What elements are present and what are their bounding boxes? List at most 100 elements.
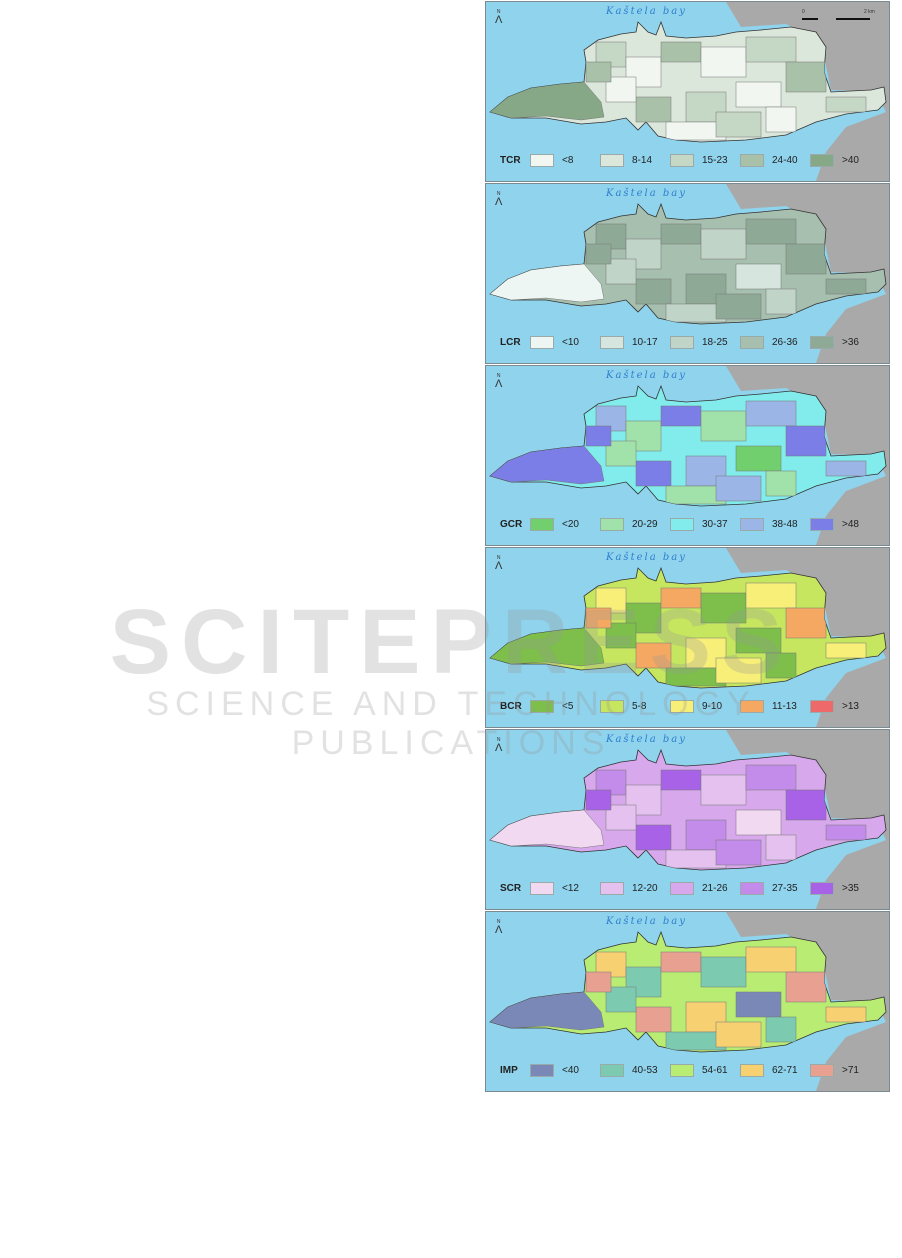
map	[489, 366, 889, 545]
district-3	[660, 405, 702, 427]
legend-swatch	[740, 518, 764, 531]
legend-code: IMP	[500, 1065, 518, 1076]
legend-code: SCR	[500, 883, 522, 894]
north-label: N	[496, 555, 501, 561]
north-label: N	[496, 191, 501, 197]
legend-label: 12-20	[632, 883, 658, 894]
bay-label: Kaštela bay	[606, 916, 687, 927]
legend-swatch	[530, 882, 554, 895]
district-9	[635, 824, 672, 851]
district-6	[785, 789, 827, 821]
legend-item: <8	[530, 154, 592, 167]
map	[489, 2, 889, 181]
bay-label: Kaštela bay	[606, 188, 687, 199]
legend-swatch	[600, 700, 624, 713]
map	[489, 730, 889, 909]
legend-tcr: TCR <8 8-14 15-23 24-40 >40	[500, 154, 880, 167]
legend-swatch	[600, 518, 624, 531]
district-4	[700, 410, 747, 442]
legend-swatch	[670, 336, 694, 349]
map-panel-bcr: Kaštela bay N Λ BCR <5 5-8 9-10 11-13 >13	[485, 547, 890, 728]
legend-swatch	[740, 336, 764, 349]
legend-label: 5-8	[632, 701, 647, 712]
legend-item: <5	[530, 700, 592, 713]
north-label: N	[496, 737, 501, 743]
legend-item: 27-35	[740, 882, 802, 895]
legend-bcr: BCR <5 5-8 9-10 11-13 >13	[500, 700, 880, 713]
legend-label: >36	[842, 337, 859, 348]
legend-scr: SCR <12 12-20 21-26 27-35 >35	[500, 882, 880, 895]
legend-swatch	[670, 154, 694, 167]
legend-lcr: LCR <10 10-17 18-25 26-36 >36	[500, 336, 880, 349]
district-5	[745, 764, 797, 791]
district-13	[585, 971, 612, 993]
district-7	[735, 627, 782, 654]
legend-label: <10	[562, 337, 579, 348]
district-5	[745, 36, 797, 63]
map-panel-tcr: Kaštela bay N Λ 0 2 km TCR <8 8-14 15-23 24-40 >40	[485, 1, 890, 182]
district-9	[635, 460, 672, 487]
district-11	[825, 278, 867, 295]
legend-item: 12-20	[600, 882, 662, 895]
district-14	[715, 839, 762, 866]
district-6	[785, 425, 827, 457]
legend-gcr: GCR <20 20-29 30-37 38-48 >48	[500, 518, 880, 531]
legend-swatch	[740, 1064, 764, 1077]
legend-label: 62-71	[772, 1065, 798, 1076]
legend-swatch	[810, 882, 834, 895]
legend-label: <20	[562, 519, 579, 530]
district-11	[825, 460, 867, 477]
legend-item: 24-40	[740, 154, 802, 167]
legend-swatch	[670, 700, 694, 713]
district-4	[700, 956, 747, 988]
district-15	[765, 106, 797, 133]
map-panel-lcr: Kaštela bay N Λ LCR <10 10-17 18-25 26-36 >36	[485, 183, 890, 364]
district-5	[745, 400, 797, 427]
legend-label: 9-10	[702, 701, 723, 712]
legend-label: 15-23	[702, 155, 728, 166]
legend-label: >35	[842, 883, 859, 894]
map-panel-imp: Kaštela bay N Λ IMP <40 40-53 54-61 62-71 >71	[485, 911, 890, 1092]
legend-swatch	[810, 1064, 834, 1077]
district-5	[745, 582, 797, 609]
north-label: N	[496, 9, 501, 15]
district-14	[715, 475, 762, 502]
legend-item: 26-36	[740, 336, 802, 349]
terrain-relief	[726, 366, 889, 545]
legend-swatch	[810, 700, 834, 713]
scale-bar: 0 2 km	[802, 9, 882, 21]
legend-label: <5	[562, 701, 574, 712]
legend-label: 8-14	[632, 155, 653, 166]
legend-item: 10-17	[600, 336, 662, 349]
legend-code: GCR	[500, 519, 523, 530]
legend-swatch	[810, 154, 834, 167]
legend-label: 40-53	[632, 1065, 658, 1076]
legend-item: <40	[530, 1064, 592, 1077]
legend-item: 15-23	[670, 154, 732, 167]
map	[489, 548, 889, 727]
legend-item: 20-29	[600, 518, 662, 531]
legend-item: 18-25	[670, 336, 732, 349]
legend-label: >48	[842, 519, 859, 530]
scale-start-label: 0	[802, 9, 805, 15]
legend-item: >13	[810, 700, 872, 713]
legend-label: >71	[842, 1065, 859, 1076]
scale-segment	[836, 18, 870, 20]
district-4	[700, 46, 747, 78]
legend-item: <12	[530, 882, 592, 895]
legend-label: 18-25	[702, 337, 728, 348]
district-15	[765, 834, 797, 861]
legend-item: >40	[810, 154, 872, 167]
legend-code: BCR	[500, 701, 522, 712]
terrain-relief	[726, 912, 889, 1091]
district-13	[585, 789, 612, 811]
marjan-hill-district	[490, 809, 605, 849]
district-13	[585, 425, 612, 447]
legend-item: <20	[530, 518, 592, 531]
map	[489, 912, 889, 1091]
legend-label: 54-61	[702, 1065, 728, 1076]
